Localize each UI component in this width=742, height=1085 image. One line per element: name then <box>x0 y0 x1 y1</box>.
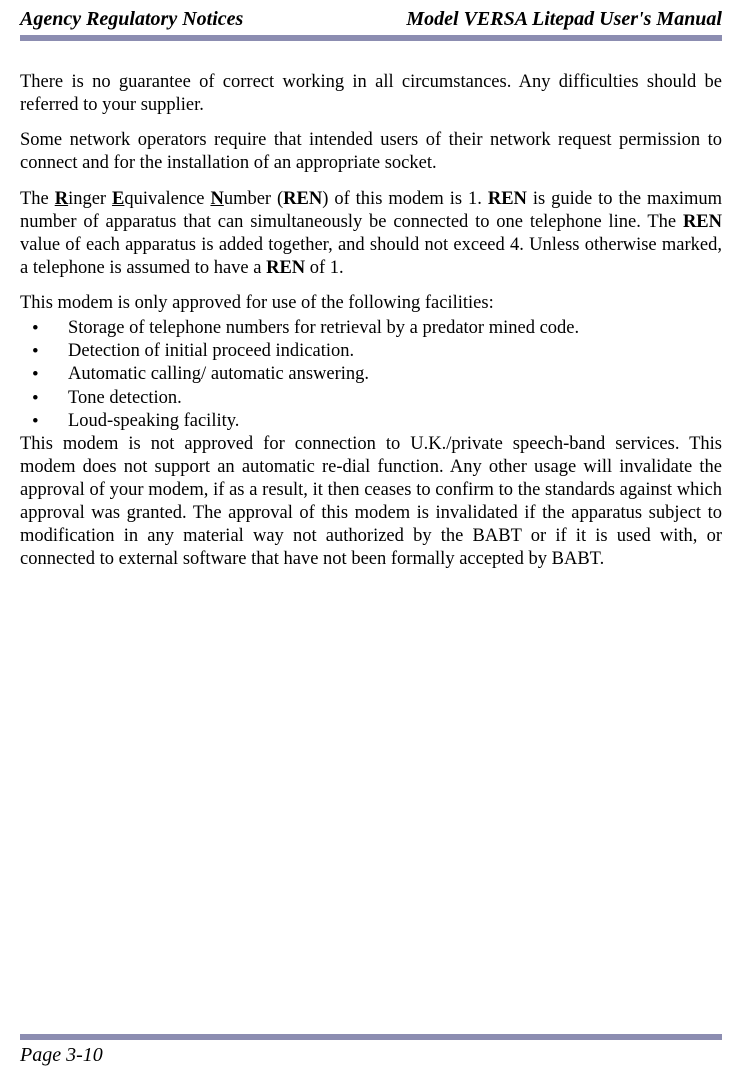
p3-R: R <box>55 189 68 209</box>
paragraph-5: This modem is not approved for connectio… <box>20 433 722 572</box>
p3-umber: umber ( <box>224 189 283 209</box>
header-left: Agency Regulatory Notices <box>20 8 243 31</box>
p3-end: of 1. <box>305 258 344 278</box>
p3-REN4: REN <box>266 258 305 278</box>
list-item: Detection of initial proceed indication. <box>20 340 722 363</box>
page-number: Page 3-10 <box>20 1044 722 1067</box>
paragraph-1: There is no guarantee of correct working… <box>20 71 722 117</box>
paragraph-2: Some network operators require that inte… <box>20 129 722 175</box>
p3-REN2: REN <box>488 189 527 209</box>
list-item: Loud-speaking facility. <box>20 410 722 433</box>
list-item: Storage of telephone numbers for retriev… <box>20 317 722 340</box>
list-item: Tone detection. <box>20 387 722 410</box>
p3-E: E <box>112 189 124 209</box>
paragraph-3: The Ringer Equivalence Number (REN) of t… <box>20 188 722 281</box>
p3-mid1: ) of this modem is 1. <box>322 189 488 209</box>
p3-REN1: REN <box>283 189 322 209</box>
facility-list: Storage of telephone numbers for retriev… <box>20 317 722 433</box>
p3-REN3: REN <box>683 212 722 232</box>
footer-divider <box>20 1034 722 1040</box>
p3-mid3: value of each apparatus is added togethe… <box>20 235 722 278</box>
p3-quivalence: quivalence <box>124 189 210 209</box>
list-item: Automatic calling/ automatic answering. <box>20 363 722 386</box>
page-header: Agency Regulatory Notices Model VERSA Li… <box>0 0 742 35</box>
page-footer: Page 3-10 <box>20 1034 722 1067</box>
page-content: There is no guarantee of correct working… <box>0 41 742 572</box>
p3-N: N <box>210 189 223 209</box>
document-page: Agency Regulatory Notices Model VERSA Li… <box>0 0 742 1085</box>
p3-text: The <box>20 189 55 209</box>
header-right: Model VERSA Litepad User's Manual <box>406 8 722 31</box>
p3-inger: inger <box>68 189 112 209</box>
paragraph-4-intro: This modem is only approved for use of t… <box>20 292 722 315</box>
